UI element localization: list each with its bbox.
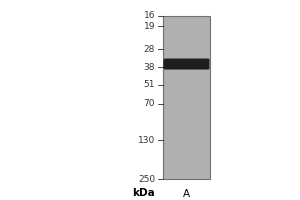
Text: 70: 70 bbox=[143, 99, 155, 108]
Text: kDa: kDa bbox=[132, 188, 155, 198]
Text: 130: 130 bbox=[138, 136, 155, 145]
Text: 38: 38 bbox=[143, 63, 155, 72]
Bar bbox=[163, 16, 210, 179]
Text: 16: 16 bbox=[143, 11, 155, 20]
Text: 19: 19 bbox=[143, 22, 155, 31]
FancyBboxPatch shape bbox=[164, 59, 209, 70]
Text: 28: 28 bbox=[144, 45, 155, 54]
Text: 51: 51 bbox=[143, 80, 155, 89]
Text: A: A bbox=[183, 189, 190, 199]
Text: 250: 250 bbox=[138, 175, 155, 184]
